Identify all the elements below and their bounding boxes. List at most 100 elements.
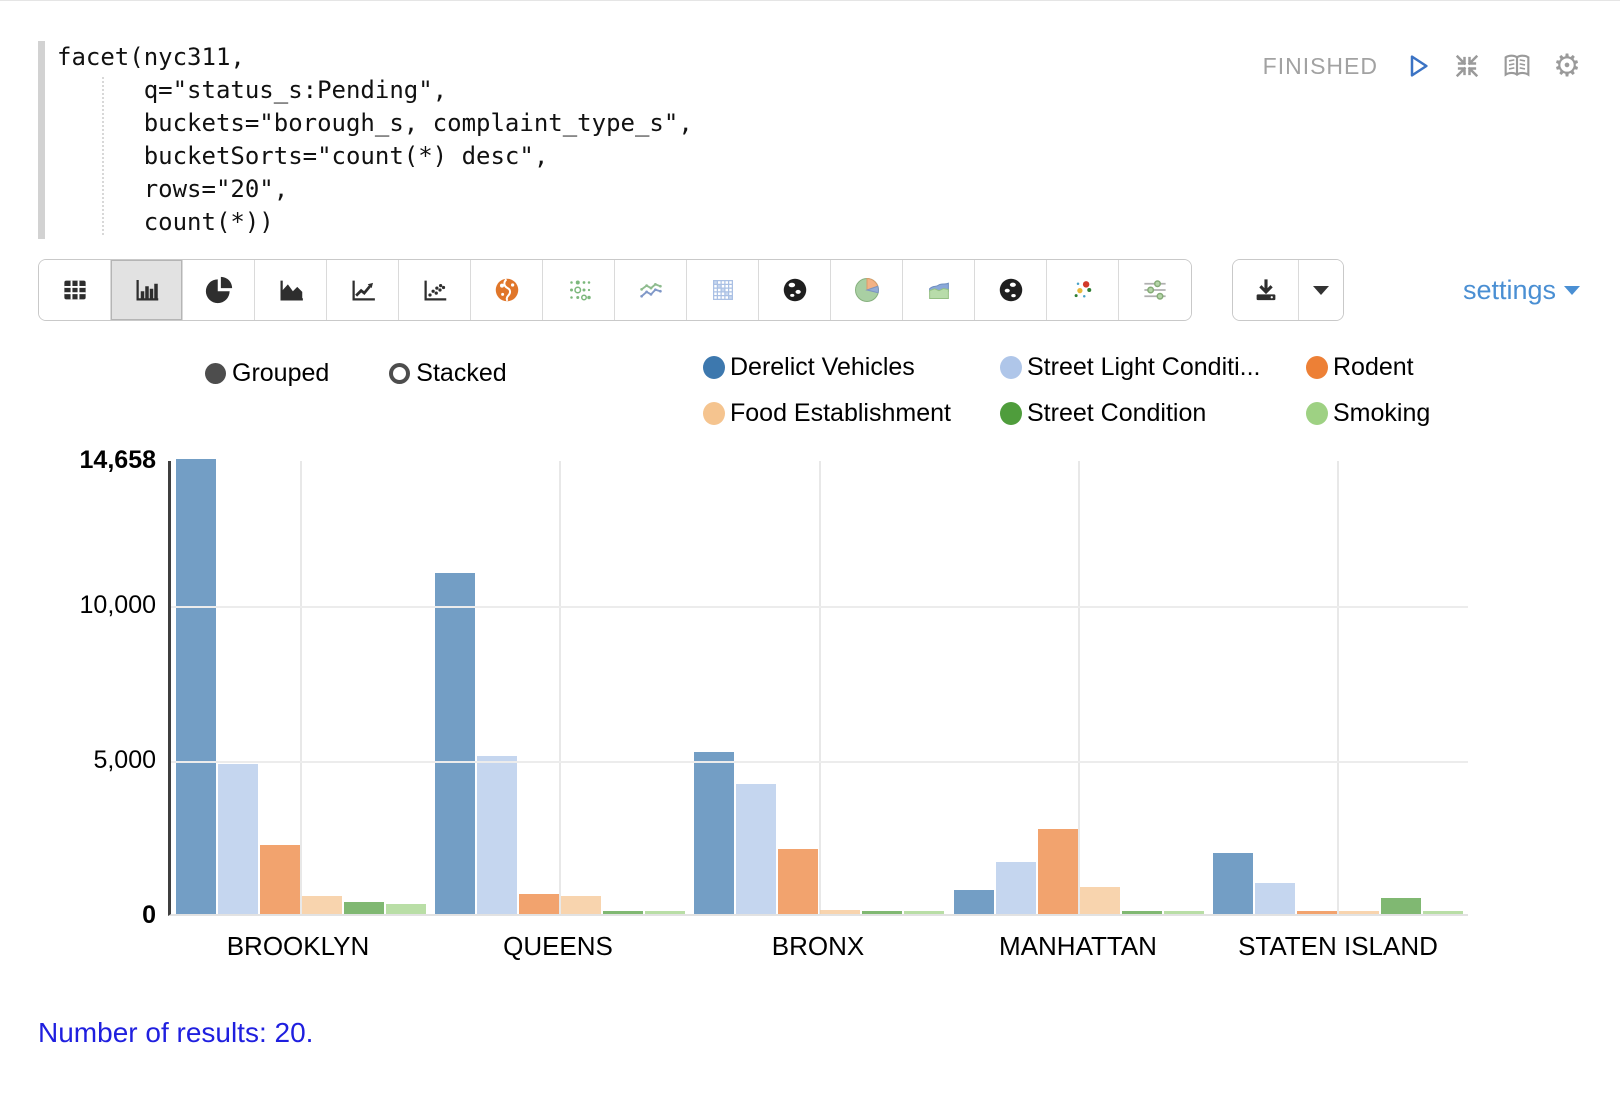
y-axis-tick-label: 5,000: [93, 745, 156, 774]
legend-dot-icon: [1306, 356, 1328, 379]
y-axis-tick-label: 10,000: [79, 590, 156, 619]
vertical-gridline: [1077, 461, 1080, 914]
stacked-radio[interactable]: Stacked: [389, 359, 507, 388]
x-axis-category-label: MANHATTAN: [999, 931, 1157, 961]
chart-type-table-button[interactable]: [39, 260, 111, 320]
legend-item-6[interactable]: Smoking: [1306, 399, 1430, 428]
area-chart-icon: [276, 275, 306, 305]
legend-dot-icon: [703, 356, 725, 379]
bar-chart: 14,658 10,000 5,000 0 BROOKLYN QUEENS BRONX MA…: [0, 446, 1620, 976]
horizontal-gridline: [171, 605, 1468, 608]
legend-label: Street Light Conditi...: [1027, 353, 1261, 381]
legend-label: Derelict Vehicles: [730, 353, 915, 381]
chart-type-globe2-button[interactable]: [975, 260, 1047, 320]
bar-group-staten-island: [1209, 461, 1468, 914]
legend-label: Food Establishment: [730, 399, 951, 427]
chart-legend: Derelict Vehicles Street Light Conditi...…: [703, 353, 1430, 428]
bar: [820, 909, 861, 914]
settings-chevron-down-icon: [1564, 285, 1580, 295]
bar-group-manhattan: [949, 461, 1208, 914]
radio-selected-icon: [205, 363, 226, 384]
vertical-gridline: [559, 461, 562, 914]
bar: [1381, 898, 1422, 914]
code-editor[interactable]: facet(nyc311, q="status_s:Pending", buck…: [38, 41, 1580, 239]
radio-unselected-icon: [389, 363, 411, 384]
chart-type-multi-line-button[interactable]: [615, 260, 687, 320]
bar: [175, 459, 216, 914]
legend-item-3[interactable]: Rodent: [1306, 353, 1430, 382]
vertical-gridline: [299, 461, 302, 914]
grouped-radio[interactable]: Grouped: [205, 359, 329, 388]
bar-group-bronx: [690, 461, 949, 914]
play-icon: [1402, 51, 1432, 81]
bar: [343, 901, 384, 914]
settings-link[interactable]: settings: [1463, 275, 1580, 306]
bar: [778, 848, 819, 914]
chart-type-scatter-colored-button[interactable]: [1047, 260, 1119, 320]
bar: [904, 911, 945, 914]
bar: [694, 751, 735, 914]
chart-type-bar-button[interactable]: [111, 260, 183, 320]
paragraph-header: facet(nyc311, q="status_s:Pending", buck…: [0, 1, 1620, 239]
bar: [603, 911, 644, 914]
multi-line-chart-icon: [636, 275, 666, 305]
editor-gutter: [38, 41, 45, 239]
bar: [1339, 911, 1380, 914]
legend-label: Smoking: [1333, 399, 1431, 427]
horizontal-gridline: [171, 760, 1468, 763]
legend-item-1[interactable]: Derelict Vehicles: [703, 353, 1000, 382]
chevron-down-icon: [1313, 285, 1329, 295]
chart-type-globe1-button[interactable]: [759, 260, 831, 320]
bar: [1297, 911, 1338, 914]
indent-guide: [102, 77, 104, 235]
chart-type-pie-button[interactable]: [183, 260, 255, 320]
bar: [435, 572, 476, 914]
chart-type-line-button[interactable]: [327, 260, 399, 320]
y-axis-tick-label: 0: [142, 901, 156, 929]
download-button[interactable]: [1233, 260, 1299, 320]
notebook-button[interactable]: [1500, 49, 1534, 83]
collapse-button[interactable]: [1450, 49, 1484, 83]
chart-type-dot-matrix-button[interactable]: [543, 260, 615, 320]
x-axis-category-label: STATEN ISLAND: [1238, 931, 1438, 961]
code-block[interactable]: facet(nyc311, q="status_s:Pending", buck…: [57, 43, 693, 236]
chart-type-area-colored-button[interactable]: [903, 260, 975, 320]
chart-type-map-button[interactable]: [471, 260, 543, 320]
bar-group-brooklyn: [171, 459, 430, 914]
table-icon: [60, 275, 90, 305]
bar-group-queens: [430, 461, 689, 914]
settings-label: settings: [1462, 274, 1556, 305]
bar-mode-controls: Grouped Stacked: [205, 359, 507, 388]
x-axis-category-label: QUEENS: [503, 931, 613, 961]
legend-item-2[interactable]: Street Light Conditi...: [1000, 353, 1306, 382]
bar: [1079, 887, 1120, 914]
vertical-gridline: [1337, 461, 1340, 914]
bar: [217, 764, 258, 914]
chart-type-area-button[interactable]: [255, 260, 327, 320]
heatmap-icon: [708, 275, 738, 305]
chart-type-scatter-button[interactable]: [399, 260, 471, 320]
chart-type-heatmap-button[interactable]: [687, 260, 759, 320]
run-button[interactable]: [1400, 49, 1434, 83]
status-label: FINISHED: [1262, 52, 1378, 79]
legend-item-4[interactable]: Food Establishment: [703, 399, 1000, 428]
legend-label: Rodent: [1333, 353, 1414, 381]
legend-item-5[interactable]: Street Condition: [1000, 399, 1306, 428]
bar: [385, 903, 426, 914]
paragraph-settings-button[interactable]: ⚙: [1550, 49, 1584, 83]
bars-row: [171, 459, 1468, 914]
chart-type-pie-colored-button[interactable]: [831, 260, 903, 320]
bar: [477, 755, 518, 914]
x-axis-category-label: BROOKLYN: [226, 931, 370, 961]
stacked-radio-label: Stacked: [416, 359, 507, 387]
bar: [995, 862, 1036, 914]
chart-type-facet-button[interactable]: [1119, 260, 1191, 320]
globe-dark-icon: [780, 275, 810, 305]
scatter-plot-icon: [420, 275, 450, 305]
globe-orange-icon: [492, 275, 522, 305]
bar: [1163, 911, 1204, 914]
download-options-button[interactable]: [1299, 260, 1343, 320]
collapse-icon: [1452, 51, 1482, 81]
bar: [862, 911, 903, 914]
bar: [259, 844, 300, 914]
